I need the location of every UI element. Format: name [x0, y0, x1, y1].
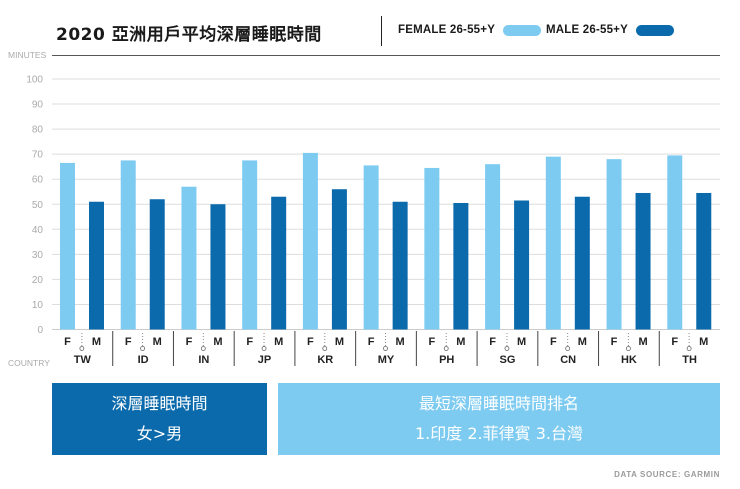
bar-female-TW: [60, 162, 75, 330]
bar-female-HK: [606, 159, 622, 330]
sub-label-m-IN: M: [213, 336, 222, 348]
country-label-MY: MY: [378, 354, 395, 366]
y-tick-label-70: 70: [32, 150, 44, 161]
bar-male-ID: [149, 199, 165, 330]
bar-male-PH: [453, 202, 469, 330]
country-label-CN: CN: [560, 354, 576, 366]
y-tick-label-40: 40: [32, 225, 44, 236]
sub-label-f-SG: F: [489, 336, 496, 348]
country-label-ID: ID: [138, 354, 149, 366]
country-label-IN: IN: [198, 354, 209, 366]
country-label-HK: HK: [621, 354, 637, 366]
legend-female: FEMALE 26-55+Y: [398, 24, 542, 36]
fm-marker-TW: [79, 346, 85, 351]
fm-marker-ID: [140, 346, 145, 351]
sub-label-f-HK: F: [611, 336, 618, 348]
bar-female-IN: [181, 186, 197, 330]
y-tick-label-20: 20: [32, 275, 44, 286]
sub-label-m-MY: M: [396, 336, 405, 348]
bar-female-MY: [363, 165, 379, 330]
fm-marker-HK: [626, 346, 631, 351]
bar-female-ID: [120, 160, 136, 330]
sub-label-m-KR: M: [335, 336, 344, 348]
country-label-PH: PH: [439, 354, 454, 366]
summary-box-right: 最短深層睡眠時間排名 1.印度 2.菲律賓 3.台灣: [278, 383, 720, 455]
data-source: DATA SOURCE: GARMIN: [614, 470, 720, 479]
fm-marker-SG: [504, 346, 510, 351]
bar-male-KR: [331, 189, 347, 330]
y-tick-label-50: 50: [32, 200, 44, 211]
bar-female-JP: [242, 160, 258, 330]
chart-header: 2020 亞洲用戶平均深層睡眠時間 FEMALE 26-55+Y MALE 26…: [56, 14, 722, 48]
sub-label-f-CN: F: [550, 336, 557, 348]
bar-female-CN: [545, 156, 561, 330]
bar-female-PH: [424, 167, 440, 330]
summary-box-left: 深層睡眠時間 女>男: [52, 383, 267, 455]
y-tick-label-100: 100: [26, 75, 43, 86]
sub-label-f-KR: F: [307, 336, 314, 348]
bar-male-TW: [89, 201, 104, 330]
y-tick-label-0: 0: [37, 325, 43, 336]
legend-male: MALE 26-55+Y: [546, 24, 674, 36]
header-divider: [381, 16, 382, 46]
y-tick-label-10: 10: [32, 300, 44, 311]
fm-marker-PH: [443, 346, 449, 351]
summary-right-value: 1.印度 2.菲律賓 3.台灣: [415, 424, 583, 443]
sub-label-m-TW: M: [92, 336, 101, 348]
legend-female-label: FEMALE 26-55+Y: [398, 24, 496, 36]
bar-female-SG: [485, 164, 501, 330]
bar-male-MY: [392, 201, 408, 330]
bar-male-TH: [696, 192, 712, 330]
chart-title: 2020 亞洲用戶平均深層睡眠時間: [56, 25, 322, 45]
bar-female-KR: [302, 152, 318, 330]
fm-marker-MY: [383, 346, 388, 351]
country-label-JP: JP: [258, 354, 271, 366]
sub-label-m-TH: M: [699, 336, 708, 348]
bar-male-JP: [271, 196, 287, 330]
sub-label-f-ID: F: [125, 336, 132, 348]
sub-label-f-MY: F: [368, 336, 375, 348]
sub-label-f-IN: F: [186, 336, 193, 348]
sub-label-m-HK: M: [638, 336, 647, 348]
sub-label-m-CN: M: [578, 336, 587, 348]
country-label-SG: SG: [500, 354, 516, 366]
fm-marker-IN: [200, 346, 206, 351]
bar-male-SG: [514, 200, 530, 330]
y-tick-label-90: 90: [32, 100, 44, 111]
y-tick-label-30: 30: [32, 250, 44, 261]
bar-male-CN: [574, 196, 590, 330]
fm-marker-KR: [322, 346, 328, 351]
sub-label-m-ID: M: [153, 336, 162, 348]
summary-left-value: 女>男: [136, 424, 183, 443]
fm-marker-CN: [565, 346, 571, 351]
legend-male-label: MALE 26-55+Y: [546, 24, 628, 36]
fm-marker-JP: [261, 346, 267, 351]
sub-label-m-SG: M: [517, 336, 526, 348]
sub-label-f-PH: F: [428, 336, 435, 348]
summary-left-title: 深層睡眠時間: [111, 394, 208, 413]
y-axis-label: MINUTES: [8, 50, 47, 60]
sub-label-f-JP: F: [246, 336, 253, 348]
fm-marker-TH: [686, 346, 692, 351]
country-label-TH: TH: [682, 354, 697, 366]
sub-label-f-TH: F: [671, 336, 678, 348]
bar-female-TH: [667, 155, 683, 330]
summary-right-title: 最短深層睡眠時間排名: [418, 394, 579, 413]
legend-male-swatch: [635, 24, 674, 36]
y-tick-label-60: 60: [32, 175, 44, 186]
legend-female-swatch: [503, 24, 542, 36]
country-label-TW: TW: [74, 354, 92, 366]
sub-label-m-PH: M: [456, 336, 465, 348]
country-label-KR: KR: [317, 354, 333, 366]
sub-label-m-JP: M: [274, 336, 283, 348]
y-tick-label-80: 80: [32, 125, 44, 136]
x-axis-label: COUNTRY: [8, 358, 50, 368]
bar-male-HK: [635, 192, 651, 330]
bar-male-IN: [210, 204, 226, 330]
sub-label-f-TW: F: [64, 336, 71, 348]
